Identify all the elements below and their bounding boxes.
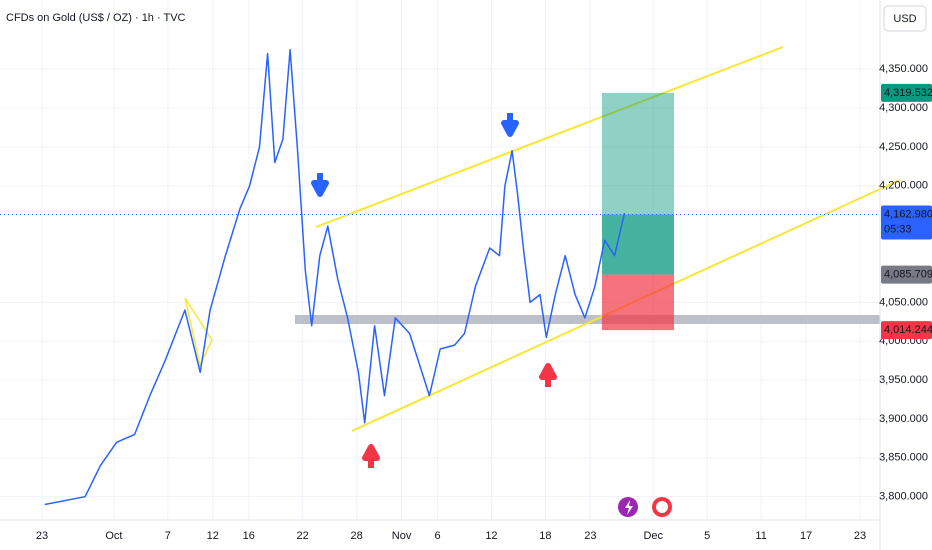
price-line bbox=[44, 48, 626, 506]
price-tag bbox=[881, 83, 932, 102]
stop-zone bbox=[602, 274, 674, 331]
x-tick-label: 23 bbox=[36, 530, 48, 542]
y-tick-label: 4,050.000 bbox=[879, 296, 928, 308]
economic-event-icon-glyph bbox=[656, 501, 668, 513]
down-arrow bbox=[311, 173, 329, 197]
y-tick-label: 4,250.000 bbox=[879, 141, 928, 153]
down-arrow bbox=[501, 113, 519, 137]
x-tick-label: 22 bbox=[297, 530, 309, 542]
x-tick-label: 23 bbox=[584, 530, 596, 542]
flag-pattern bbox=[184, 297, 213, 368]
x-tick-label: 12 bbox=[207, 530, 219, 542]
up-arrow bbox=[539, 363, 557, 387]
y-tick-label: 4,350.000 bbox=[879, 63, 928, 75]
channel-upper bbox=[315, 46, 784, 228]
chart-title: CFDs on Gold (US$ / OZ) · 1h · TVC bbox=[6, 12, 186, 24]
overlays bbox=[184, 46, 901, 468]
price-tag-label: 4,014.244 bbox=[884, 324, 932, 336]
price-tag-label: 4,162.980 bbox=[884, 208, 932, 220]
y-tick-label: 3,850.000 bbox=[879, 452, 928, 464]
price-tag bbox=[881, 265, 932, 284]
profit-zone bbox=[602, 214, 674, 275]
x-tick-label: 6 bbox=[434, 530, 440, 542]
x-tick-label: 23 bbox=[854, 530, 866, 542]
event-icon-glyph bbox=[625, 500, 633, 515]
x-tick-label: 18 bbox=[539, 530, 551, 542]
x-tick-label: Nov bbox=[392, 530, 412, 542]
countdown: 05:33 bbox=[884, 223, 912, 235]
support-zone bbox=[295, 315, 880, 324]
x-tick-label: 7 bbox=[165, 530, 171, 542]
x-tick-label: Dec bbox=[643, 530, 663, 542]
price-tag bbox=[881, 205, 932, 240]
price-tag-label: 4,085.709 bbox=[884, 269, 932, 281]
x-tick-label: 11 bbox=[755, 530, 766, 542]
price-tag bbox=[881, 321, 932, 340]
up-arrow bbox=[362, 444, 380, 468]
plot bbox=[0, 48, 880, 506]
y-tick-label: 3,800.000 bbox=[879, 491, 928, 503]
x-tick-label: 28 bbox=[350, 530, 362, 542]
price-tag-label: 4,319.532 bbox=[884, 87, 932, 99]
y-tick-label: 3,900.000 bbox=[879, 413, 928, 425]
y-tick-label: 4,300.000 bbox=[879, 102, 928, 114]
grid bbox=[0, 0, 880, 520]
currency-button[interactable] bbox=[883, 5, 927, 32]
y-tick-label: 3,950.000 bbox=[879, 374, 928, 386]
x-tick-label: 16 bbox=[243, 530, 255, 542]
y-tick-label: 4,200.000 bbox=[879, 180, 928, 192]
x-tick-label: 5 bbox=[704, 530, 710, 542]
x-tick-label: 12 bbox=[485, 530, 497, 542]
x-tick-label: Oct bbox=[105, 530, 122, 542]
x-tick-label: 17 bbox=[800, 530, 812, 542]
currency-label[interactable]: USD bbox=[893, 13, 916, 25]
